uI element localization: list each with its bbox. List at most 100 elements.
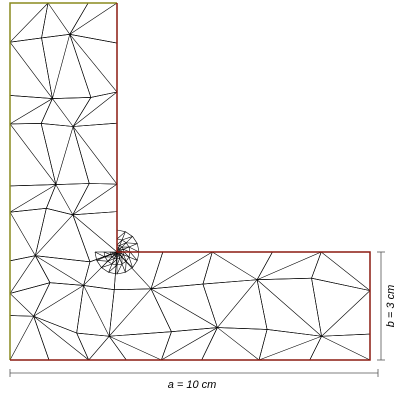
mesh-edge [121, 254, 124, 258]
mesh-edge [116, 263, 123, 266]
mesh-edge [46, 208, 73, 216]
mesh-edge [121, 263, 126, 273]
mesh-edge [150, 288, 218, 328]
mesh-edge [217, 327, 260, 361]
mesh-edge [132, 260, 138, 268]
mesh-edge [116, 251, 152, 290]
mesh-edge [96, 260, 102, 268]
mesh-edge [76, 285, 84, 334]
mesh-edge [109, 335, 162, 361]
mesh-edge [151, 283, 203, 290]
mesh-edge [137, 251, 140, 261]
mesh-edge [72, 211, 118, 216]
mesh-edge [150, 288, 172, 332]
mesh-edge [119, 252, 124, 255]
mesh-edge [9, 293, 34, 317]
mesh-edge [121, 242, 127, 248]
mesh-edge [123, 251, 130, 258]
dimension-b [377, 251, 385, 361]
mesh-edge [121, 256, 127, 262]
mesh-edge [107, 258, 115, 262]
mesh-edge [116, 263, 123, 275]
mesh-edge [35, 214, 74, 256]
mesh-edge [217, 327, 268, 330]
mesh-edge [96, 256, 106, 261]
mesh-edge [109, 251, 111, 255]
mesh-edge [256, 251, 273, 280]
dimension-a [9, 369, 379, 377]
mesh-edge [114, 254, 117, 259]
mesh-edge [41, 37, 53, 99]
mesh-edge [110, 254, 113, 258]
mesh-edge [33, 316, 50, 361]
mesh-edge [9, 2, 49, 43]
mesh-edge [123, 246, 130, 250]
mesh-edge [125, 236, 133, 244]
mesh-edge [161, 327, 218, 361]
mesh-edge [125, 256, 130, 262]
mesh-edge [40, 123, 57, 185]
mesh-edge [123, 254, 127, 262]
mesh-edge [40, 98, 53, 124]
mesh-edge [161, 331, 172, 361]
mesh-edge [321, 290, 371, 337]
mesh-edge [171, 327, 218, 333]
mesh-edge [69, 34, 118, 44]
mesh-edge [72, 126, 118, 185]
mesh-edge [83, 285, 115, 291]
mesh [9, 2, 371, 361]
mesh-edge [116, 239, 123, 246]
mesh-edge [55, 126, 74, 185]
mesh-edge [132, 236, 138, 244]
mesh-edge [35, 255, 91, 263]
mesh-edge [111, 253, 116, 258]
mesh-edge [88, 336, 110, 361]
mesh-edge [116, 272, 126, 275]
mesh-edge [109, 331, 172, 337]
mesh-edge [212, 251, 258, 280]
mesh-edge [9, 184, 56, 187]
mesh-edge [9, 316, 34, 361]
mesh-edge [137, 243, 140, 253]
mesh-edge [256, 251, 322, 280]
mesh-edge [9, 98, 53, 125]
mesh-edge [83, 285, 110, 337]
mesh-edge [202, 279, 258, 285]
mesh-edge [33, 315, 77, 334]
mesh-edge [76, 332, 110, 337]
mesh-edge [113, 251, 118, 290]
mesh-edge [9, 37, 42, 43]
mesh-edge [121, 236, 133, 241]
mesh-edge [119, 239, 123, 246]
mesh-edge [201, 327, 218, 361]
mesh-edge [72, 214, 118, 253]
mesh-edge [119, 242, 127, 246]
mesh-edge [217, 279, 258, 328]
mesh-edge [118, 246, 123, 251]
mesh-edge [116, 258, 120, 260]
mesh-edge [33, 282, 51, 317]
mesh-edge [9, 184, 57, 213]
mesh-edge [121, 239, 127, 244]
mesh-edge [33, 316, 89, 361]
mesh-edge [9, 255, 36, 294]
mesh-edge [256, 279, 268, 330]
mesh-edge [52, 98, 74, 127]
mesh-edge [256, 279, 322, 337]
mesh-edge [116, 258, 120, 266]
mesh-edge [33, 285, 84, 317]
mesh-edge [258, 329, 268, 361]
outline-top-left [9, 2, 117, 360]
mesh-edge [128, 251, 131, 258]
mesh-edge [202, 284, 218, 328]
mesh-edge [321, 333, 371, 337]
mesh-edge [104, 254, 111, 258]
mesh-edge [108, 263, 113, 273]
mesh-edge [129, 251, 138, 261]
mesh-edge [119, 249, 124, 252]
mesh-edge [41, 34, 70, 39]
mesh-edge [35, 208, 47, 256]
mesh-edge [111, 258, 118, 265]
mesh-edge [321, 335, 371, 361]
